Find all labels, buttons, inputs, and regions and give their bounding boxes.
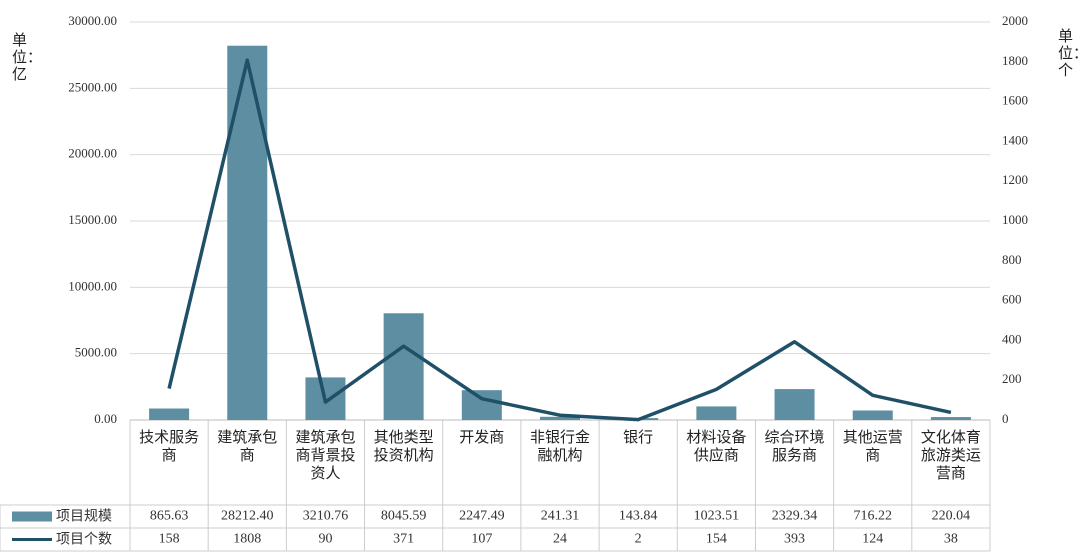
x-tick-label: 开发商	[459, 428, 505, 446]
x-tick-label: 综合环境服务商	[764, 428, 825, 464]
x-tick-label: 建筑承包商背景投资人	[295, 428, 356, 482]
bar	[774, 389, 815, 420]
x-tick-label: 技术服务商	[139, 428, 200, 464]
x-tick-label: 其他类型投资机构	[373, 428, 434, 464]
bar	[540, 416, 580, 420]
y2-tick-label: 800	[1002, 252, 1022, 267]
x-tick-label: 文化体育旅游类运营商	[920, 428, 981, 482]
table-value: 371	[393, 532, 414, 547]
table-value: 154	[706, 532, 727, 547]
table-value: 24	[553, 532, 567, 547]
y-tick-label: 15000.00	[68, 212, 117, 227]
y2-tick-label: 1800	[1002, 53, 1028, 68]
y2-tick-label: 1600	[1002, 93, 1028, 108]
table-value: 220.04	[932, 509, 971, 524]
table-value: 28212.40	[221, 509, 274, 524]
x-tick-label: 银行	[623, 428, 654, 446]
x-tick-label: 非银行金融机构	[529, 428, 590, 464]
y-tick-label: 30000.00	[68, 13, 117, 28]
table-value: 158	[159, 532, 180, 547]
table-value: 143.84	[619, 509, 658, 524]
table-value: 2329.34	[772, 509, 818, 524]
table-value: 241.31	[541, 509, 580, 524]
y2-tick-label: 600	[1002, 292, 1022, 307]
table-value: 1808	[233, 532, 261, 547]
table-value: 865.63	[150, 509, 189, 524]
bar	[696, 406, 737, 420]
y-tick-label: 10000.00	[68, 278, 117, 293]
y-tick-label: 25000.00	[68, 79, 117, 94]
y2-tick-label: 1000	[1002, 212, 1028, 227]
y2-tick-label: 0	[1002, 411, 1009, 426]
legend-swatch	[12, 511, 52, 522]
table-value: 716.22	[853, 509, 892, 524]
table-value: 107	[471, 532, 492, 547]
legend-label: 项目规模	[56, 509, 112, 525]
table-value: 2	[635, 532, 642, 547]
y2-tick-label: 400	[1002, 331, 1022, 346]
line	[167, 58, 952, 422]
x-tick-label: 其他运营商	[842, 428, 903, 464]
bar	[930, 417, 971, 420]
y2-tick-label: 1200	[1002, 172, 1028, 187]
y-tick-label: 0.00	[94, 411, 117, 426]
table-value: 38	[944, 532, 958, 547]
y-axis-label: 单位：亿	[12, 31, 43, 83]
bar	[149, 408, 190, 420]
bar	[227, 45, 268, 421]
table-value: 124	[862, 532, 883, 547]
legend-label: 项目个数	[56, 532, 112, 548]
y2-tick-label: 200	[1002, 371, 1022, 386]
bar	[383, 313, 424, 420]
y2-axis-label: 单位：个	[1058, 27, 1078, 79]
x-tick-label: 建筑承包商	[217, 428, 278, 464]
y2-tick-label: 1400	[1002, 132, 1028, 147]
table-value: 2247.49	[459, 509, 505, 524]
table-value: 90	[318, 532, 332, 547]
table-value: 393	[784, 532, 805, 547]
y-tick-label: 20000.00	[68, 146, 117, 161]
y-tick-label: 5000.00	[75, 345, 117, 360]
table-value: 3210.76	[303, 509, 349, 524]
bar	[852, 410, 893, 420]
x-tick-label: 材料设备供应商	[686, 428, 747, 464]
bar	[461, 390, 502, 420]
y2-tick-label: 2000	[1002, 13, 1028, 28]
table-value: 8045.59	[381, 509, 427, 524]
table-value: 1023.51	[694, 509, 740, 524]
